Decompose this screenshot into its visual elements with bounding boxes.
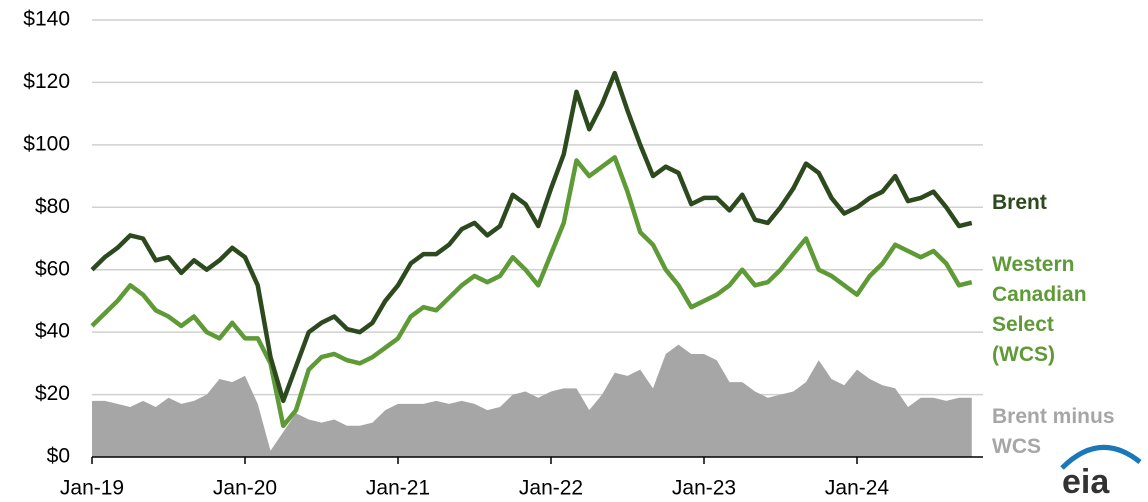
- x-tick-label: Jan-21: [366, 477, 430, 500]
- y-tick-label: $20: [35, 382, 70, 405]
- legend-entry: Western Canadian Select (WCS): [992, 253, 1087, 366]
- line: [90, 70, 973, 404]
- y-tick-label: $100: [23, 132, 70, 155]
- y-tick-label: $0: [47, 445, 70, 468]
- logo: eia: [1062, 463, 1110, 501]
- x-tick-label: Jan-20: [213, 477, 277, 500]
- legend-entry: Brent: [992, 191, 1047, 214]
- x-tick-label: Jan-19: [60, 477, 124, 500]
- legend-entry: Brent minus WCS: [992, 405, 1115, 458]
- y-tick-label: $120: [23, 70, 70, 93]
- x-tick-label: Jan-23: [672, 477, 736, 500]
- y-tick-label: $40: [35, 320, 70, 343]
- x-tick-label: Jan-24: [825, 477, 890, 500]
- line: [90, 155, 973, 429]
- area: [92, 344, 972, 457]
- x-tick-label: Jan-22: [519, 477, 583, 500]
- y-tick-label: $60: [35, 257, 70, 280]
- logo-arc: [1060, 445, 1142, 470]
- y-tick-label: $80: [35, 195, 70, 218]
- y-tick-label: $140: [23, 8, 70, 31]
